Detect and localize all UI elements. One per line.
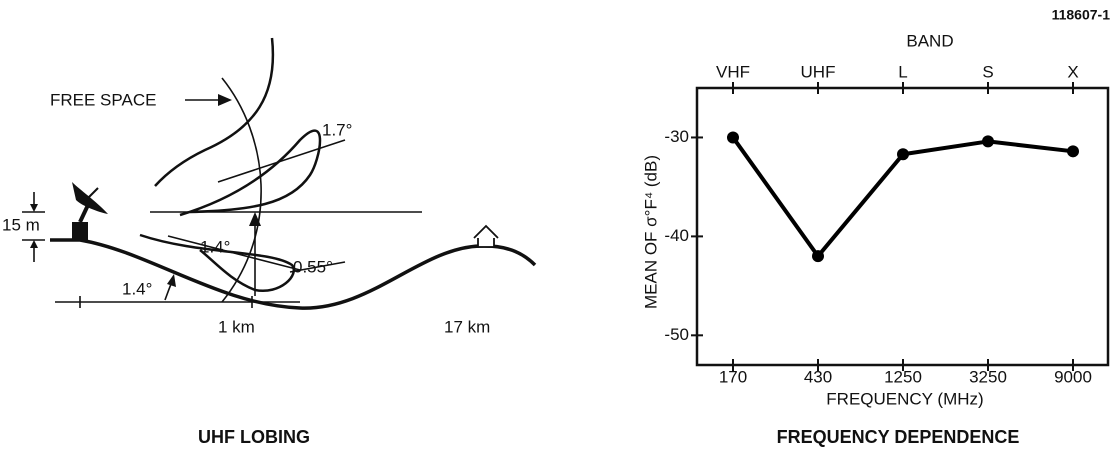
x-tick-label: 170: [719, 367, 747, 386]
arrowhead: [167, 274, 176, 287]
arrowhead: [218, 94, 232, 106]
point: [897, 148, 909, 161]
chart-title: FREQUENCY DEPENDENCE: [777, 427, 1020, 447]
x-axis-title: FREQUENCY (MHz): [826, 389, 983, 408]
top-tick-label: X: [1067, 62, 1078, 81]
antenna: [72, 182, 108, 240]
point: [812, 250, 824, 263]
lobe-axis: [289, 261, 346, 273]
arrowhead: [30, 204, 38, 212]
figure-id: 118607-1: [1052, 7, 1111, 23]
y-axis-title: MEAN OF σ°F⁴ (dB): [641, 155, 660, 309]
distance-label: 1 km: [218, 317, 255, 336]
lobe-axis: [217, 139, 346, 183]
top-tick-label: L: [898, 62, 907, 81]
height-label: 15 m: [2, 215, 40, 234]
lobe: [139, 233, 295, 293]
arrowhead: [30, 240, 38, 248]
x-tick-label: 9000: [1054, 367, 1092, 386]
x-tick-label: 3250: [969, 367, 1007, 386]
top-tick-label: UHF: [801, 62, 836, 81]
angle-label: 0.55°: [293, 257, 333, 276]
x-tick-label: 430: [804, 367, 832, 386]
top-tick-label: S: [982, 62, 993, 81]
house: [473, 224, 499, 248]
diagram-title: UHF LOBING: [198, 427, 310, 447]
point: [1067, 145, 1079, 158]
y-tick-label: -50: [664, 325, 689, 344]
lobe: [154, 37, 275, 187]
lobe: [179, 129, 322, 217]
angle-label: 1.4°: [122, 279, 152, 298]
arrowhead: [249, 212, 261, 226]
top-tick-label: VHF: [716, 62, 750, 81]
free-space-label: FREE SPACE: [50, 90, 156, 109]
plot-frame: [695, 86, 1110, 367]
y-tick-label: -40: [664, 226, 689, 245]
angle-label: 1.4°: [200, 237, 230, 256]
angle-label: 1.7°: [322, 120, 352, 139]
x-tick-label: 1250: [884, 367, 922, 386]
top-axis-title: BAND: [906, 31, 953, 50]
point: [982, 135, 994, 148]
point: [727, 131, 739, 144]
distance-label: 17 km: [444, 317, 490, 336]
lobe-axis: [167, 235, 301, 271]
lobing-diagram: FREE SPACE 1.7° 1.4° 0.55° 15 m 1.4° 1 k…: [2, 37, 537, 447]
free-space-curve: [221, 77, 262, 303]
y-tick-label: -30: [664, 127, 689, 146]
